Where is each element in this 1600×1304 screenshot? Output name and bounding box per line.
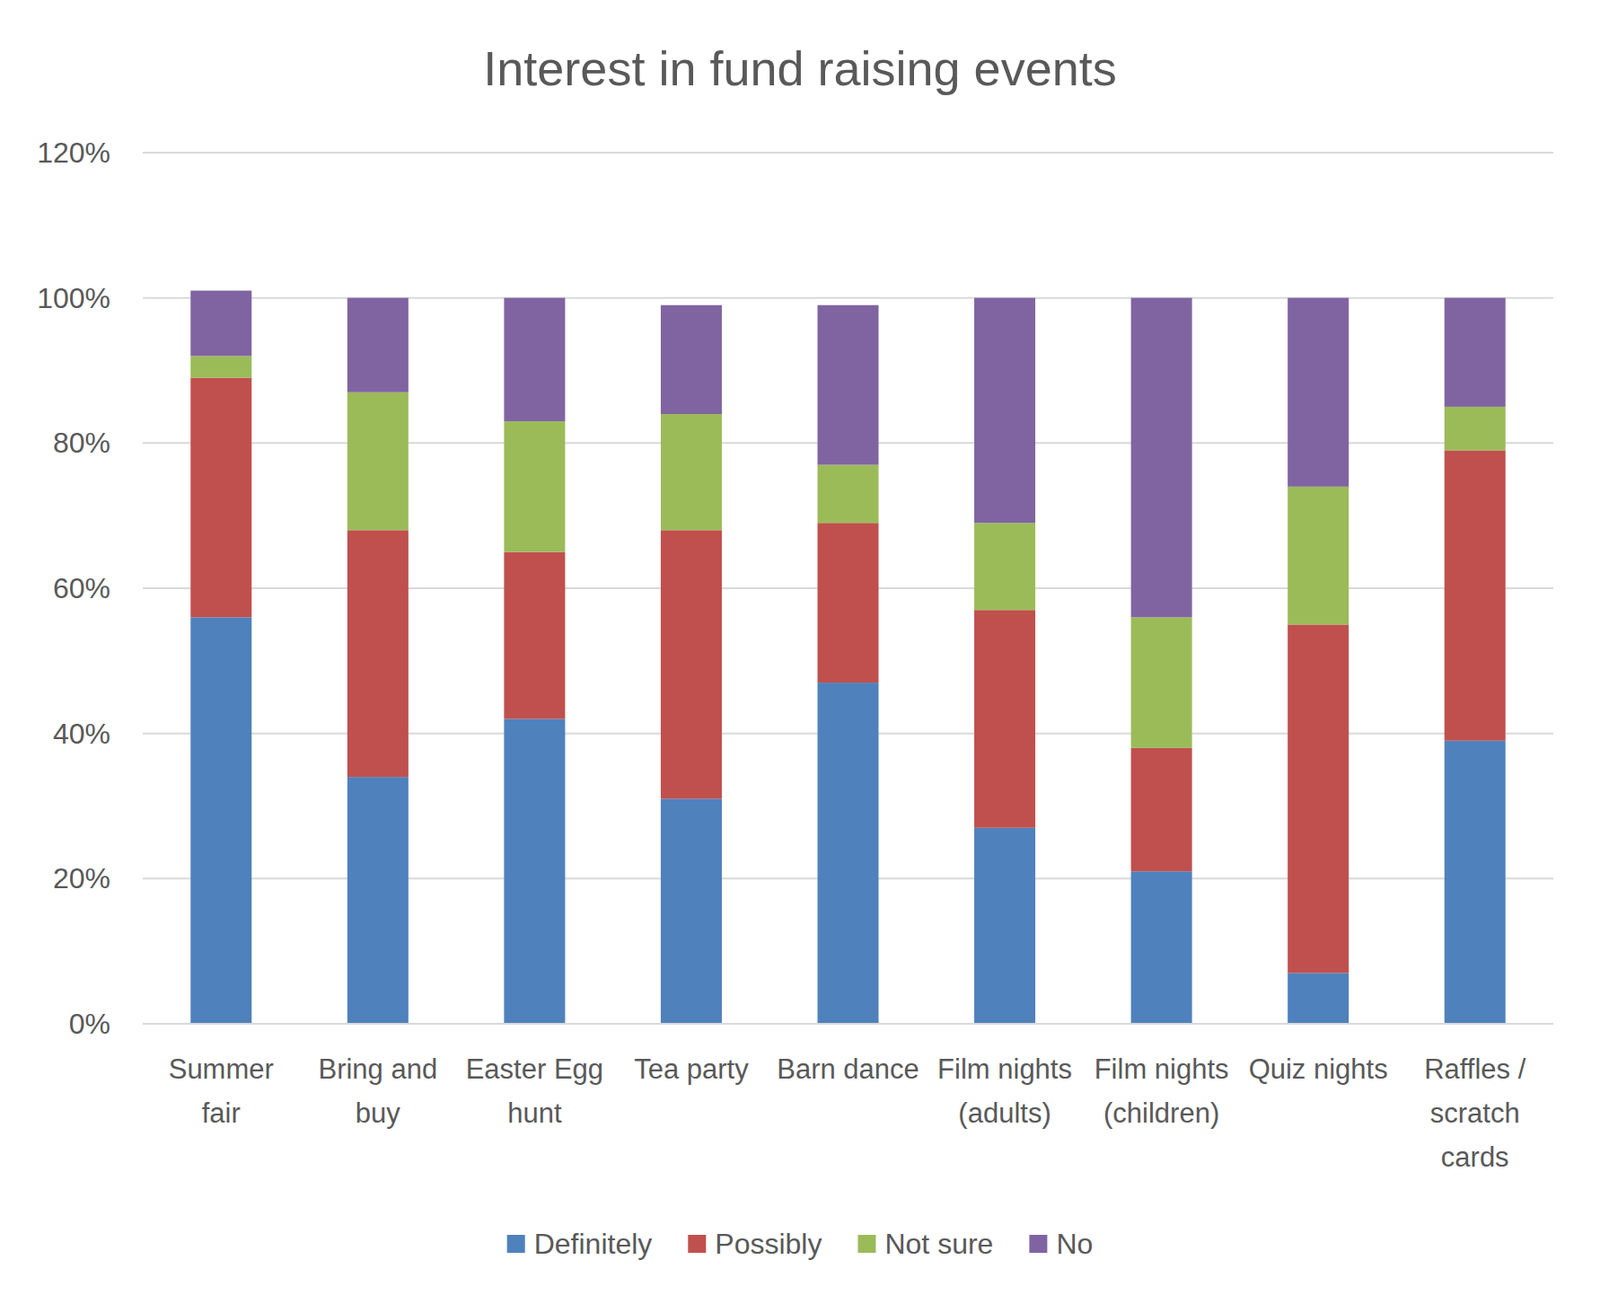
legend-label: No (1055, 1227, 1093, 1260)
x-tick-label: Film nights(adults) (937, 1053, 1073, 1129)
x-tick-label: Bring andbuy (317, 1053, 438, 1129)
bar-segment (1131, 747, 1193, 871)
bar-segment (503, 421, 565, 553)
bar-segment (974, 609, 1036, 828)
legend-swatch (857, 1234, 876, 1253)
bar-segment (347, 392, 409, 531)
bar-segment (1444, 740, 1506, 1024)
bar-segment (1287, 298, 1349, 487)
grid-line (142, 151, 1554, 154)
bar-segment (817, 465, 880, 524)
legend-label: Possibly (714, 1227, 822, 1260)
bar-segment (660, 413, 722, 530)
y-tick-label: 80% (52, 426, 111, 459)
bar-segment (660, 529, 722, 799)
x-tick-label: Barn dance (776, 1053, 920, 1085)
legend: Definitely Possibly Not sure No (507, 1227, 1094, 1260)
bar-segment (503, 552, 565, 720)
bar-segment (974, 298, 1036, 524)
bar-segment (190, 378, 252, 618)
bars (190, 290, 1505, 1024)
bar-segment (190, 616, 252, 1024)
bar-segment (1444, 298, 1506, 407)
bar-segment (1131, 616, 1193, 748)
bar-segment (817, 305, 880, 466)
y-tick-label: 40% (52, 717, 111, 750)
bar-segment (1444, 406, 1506, 451)
y-tick-label: 20% (52, 861, 111, 895)
bar-segment (347, 776, 409, 1024)
y-tick-label: 60% (52, 571, 111, 605)
bar-segment (1287, 486, 1349, 625)
bar-segment (1287, 624, 1349, 973)
x-tick-label: Film nights(children) (1094, 1053, 1230, 1129)
bar-segment (1444, 449, 1506, 740)
x-tick-label: Raffles /scratchcards (1424, 1053, 1527, 1173)
grid (142, 152, 1554, 1024)
title: Interest in fund raising events (483, 41, 1117, 96)
bar-segment (817, 682, 880, 1024)
bar-segment (347, 298, 409, 393)
bar-segment (660, 305, 722, 414)
bar-segment (347, 529, 409, 777)
y-tick-label: 100% (36, 281, 111, 315)
bar-segment (1131, 298, 1193, 618)
bar-segment (190, 290, 252, 357)
legend-label: Definitely (534, 1227, 653, 1260)
x-axis-line (142, 1022, 1554, 1025)
bar-segment (974, 827, 1036, 1024)
bar-segment (503, 719, 565, 1025)
bar-segment (660, 798, 722, 1024)
legend-label: Not sure (884, 1227, 994, 1260)
x-tick-label: Easter Egghunt (465, 1053, 604, 1129)
legend-swatch (687, 1234, 706, 1253)
x-tick-label: Tea party (633, 1053, 749, 1085)
bar-segment (190, 355, 252, 378)
legend-swatch (1028, 1234, 1047, 1253)
bar-segment (1287, 972, 1349, 1024)
x-tick-label: Summerfair (168, 1053, 274, 1129)
bar-segment (503, 298, 565, 422)
y-tick-label: 0% (69, 1007, 111, 1040)
bar-segment (1131, 870, 1193, 1024)
chart: Interest in fund raising events 0% 20% 40% 6… (0, 0, 1600, 1304)
x-tick-label: Quiz nights (1248, 1053, 1389, 1085)
bar-segment (974, 522, 1036, 610)
bar-segment (817, 522, 880, 683)
legend-swatch (507, 1234, 526, 1253)
grid-line (142, 1022, 1554, 1025)
y-tick-label: 120% (36, 136, 111, 169)
